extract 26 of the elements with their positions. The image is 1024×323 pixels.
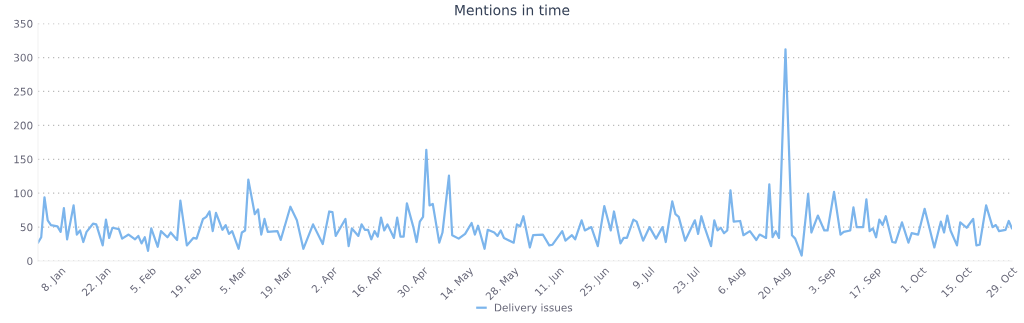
y-tick-label: 250: [14, 87, 33, 96]
x-tick-label: 1. Oct: [900, 266, 927, 293]
x-tick-label: 30. Apr: [396, 265, 431, 300]
x-tick-label: 2. Apr: [311, 265, 340, 295]
y-tick-label: 200: [14, 121, 33, 130]
x-tick-label: 29. Oct: [985, 266, 1018, 298]
x-tick-label: 25. Jun: [579, 266, 611, 298]
chart-title: Mentions in time: [455, 4, 570, 16]
y-tick-label: 150: [14, 155, 33, 164]
x-tick-label: 9. Jul: [631, 266, 656, 291]
x-tick-label: 22. Jan: [81, 266, 113, 298]
y-tick-label: 50: [20, 223, 33, 232]
y-tick-label: 0: [27, 257, 33, 266]
x-tick-label: 23. Jul: [672, 266, 702, 296]
x-tick-label: 11. Jun: [534, 266, 566, 298]
x-tick-label: 5. Feb: [129, 266, 157, 294]
x-tick-label: 16. Apr: [351, 265, 385, 299]
x-tick-label: 15. Oct: [940, 266, 973, 298]
x-tick-label: 3. Sep: [808, 266, 838, 296]
legend-label: Delivery issues: [494, 303, 573, 314]
y-tick-label: 350: [14, 19, 33, 28]
y-tick-label: 100: [14, 189, 33, 198]
x-tick-label: 19. Feb: [170, 266, 202, 298]
y-tick-label: 300: [14, 53, 33, 62]
x-tick-label: 17. Sep: [849, 266, 883, 301]
x-tick-label: 8. Jan: [40, 266, 68, 294]
